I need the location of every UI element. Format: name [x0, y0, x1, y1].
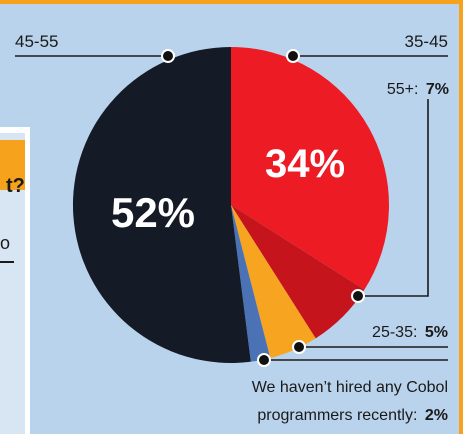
background-panel: t? o [0, 127, 30, 434]
label-55-plus: 55+: 7% [387, 81, 449, 98]
callout-dot-25-35 [292, 340, 306, 354]
background-panel-header [0, 140, 25, 190]
pie-slice-35-45 [231, 47, 389, 290]
slice-label-52: 52% [111, 189, 195, 236]
label-25-35-text: 25-35: [372, 324, 417, 341]
pie-slice-25-35 [231, 205, 316, 359]
frame-right-border [459, 0, 463, 434]
label-no-hire-line2-text: programmers recently: [257, 407, 417, 424]
label-55-plus-text: 55+: [387, 81, 419, 98]
pie-chart [72, 46, 389, 364]
label-no-hire-line2: programmers recently: 2% [257, 407, 448, 424]
slice-label-34: 34% [265, 142, 345, 186]
label-no-hire-value: 2% [425, 407, 448, 424]
frame-top-border [0, 0, 463, 4]
pie-slice-45-55 [72, 46, 251, 364]
callout-dots [161, 49, 365, 367]
callout-dot-no-hire [257, 353, 271, 367]
callout-dot-45-55 [161, 49, 175, 63]
callout-dot-35-45 [286, 49, 300, 63]
label-no-hire-line1: We haven’t hired any Cobol [252, 379, 448, 396]
callout-lines [15, 55, 448, 361]
callout-line-55-plus [358, 99, 429, 297]
pie-slice-we-haven-t-hired-any-cobol-programmers-recently [231, 205, 271, 362]
label-45-55: 45-55 [15, 32, 58, 51]
label-35-45: 35-45 [405, 32, 448, 51]
background-panel-header-text: t? [6, 175, 25, 197]
label-25-35-value: 5% [425, 324, 448, 341]
background-panel-body-text: o [0, 233, 10, 253]
pie-slice-55 [231, 205, 365, 339]
label-25-35: 25-35: 5% [372, 324, 448, 341]
callout-dot-55-plus [351, 289, 365, 303]
label-55-plus-value: 7% [426, 81, 449, 98]
